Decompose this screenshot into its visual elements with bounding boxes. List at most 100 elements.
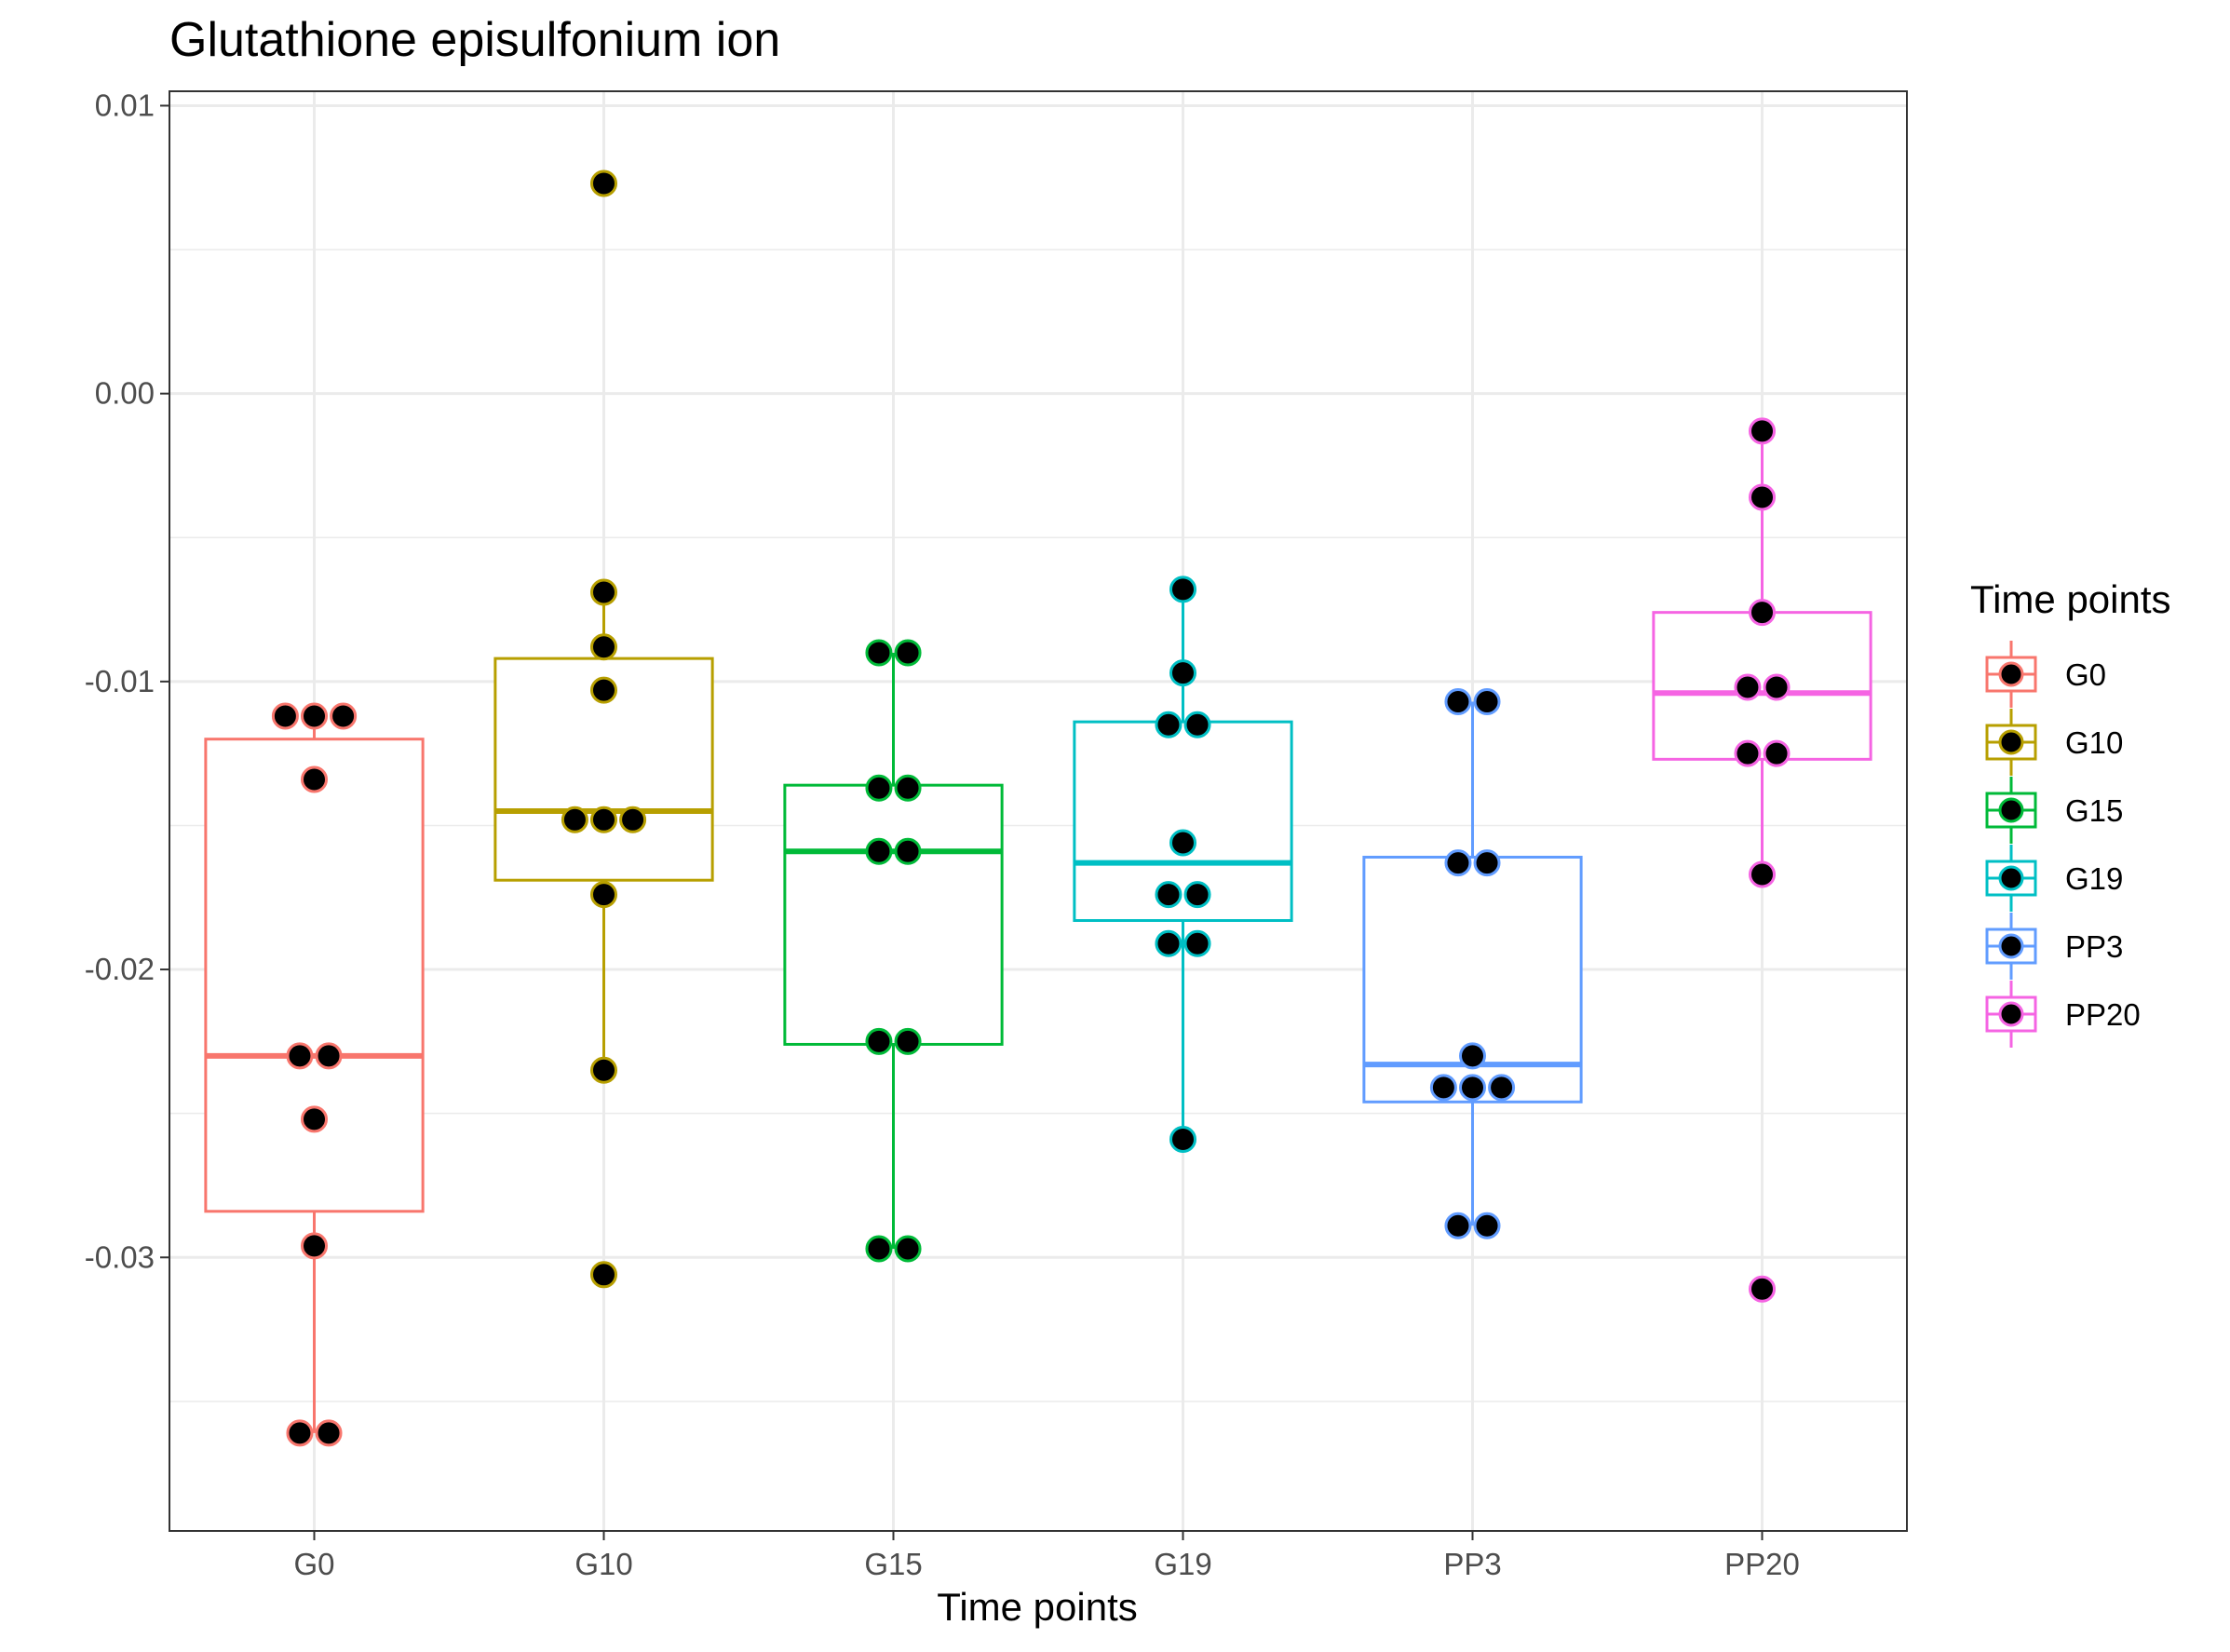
iqr-box xyxy=(1652,611,1872,761)
data-point xyxy=(1183,929,1211,957)
data-point xyxy=(1155,711,1183,738)
x-tick-label: PP3 xyxy=(1443,1547,1501,1581)
data-point xyxy=(865,1235,893,1263)
data-point xyxy=(286,1042,314,1070)
legend-label: PP20 xyxy=(2065,997,2141,1032)
data-point xyxy=(301,1105,328,1133)
legend-item-g19: G19 xyxy=(1985,845,2123,912)
legend-key-point xyxy=(1998,1001,2024,1027)
data-point xyxy=(590,676,617,704)
grid xyxy=(169,91,1907,1531)
data-point xyxy=(894,1027,922,1055)
data-point xyxy=(301,702,328,730)
data-point xyxy=(561,806,588,833)
data-point xyxy=(1459,1074,1486,1102)
data-point xyxy=(1444,849,1472,877)
data-point xyxy=(1749,417,1776,445)
y-tick-label: 0.01 xyxy=(95,88,155,122)
data-point xyxy=(590,1261,617,1289)
data-point xyxy=(1473,688,1501,716)
iqr-box xyxy=(204,738,425,1213)
data-point xyxy=(301,1232,328,1260)
data-point xyxy=(1459,1042,1486,1070)
x-tick-label: G10 xyxy=(574,1547,632,1581)
chart-title: Glutathione episulfonium ion xyxy=(169,13,780,67)
data-point xyxy=(865,639,893,667)
data-point xyxy=(590,578,617,606)
legend-label: G0 xyxy=(2065,657,2106,692)
data-point xyxy=(1734,673,1762,701)
data-point xyxy=(865,1027,893,1055)
data-point xyxy=(315,1419,343,1447)
data-point xyxy=(1749,483,1776,511)
data-point xyxy=(590,633,617,661)
data-point xyxy=(894,837,922,865)
boxes xyxy=(204,430,1872,1433)
data-point xyxy=(590,881,617,909)
data-point xyxy=(1763,673,1791,701)
x-tick-label: PP20 xyxy=(1724,1547,1800,1581)
data-point xyxy=(1444,688,1472,716)
legend-key-point xyxy=(1998,865,2024,891)
data-point xyxy=(1169,829,1196,857)
legend-label: G15 xyxy=(2065,793,2123,828)
legend-label: PP3 xyxy=(2065,929,2123,964)
axes: 0.01 0.00 -0.01 -0.02 -0.03 G0 G10 G15 G19 PP3 PP2… xyxy=(85,88,1800,1581)
legend: Time points G0 G10 G15 G19 PP3 PP20 xyxy=(1970,577,2171,1048)
data-point xyxy=(1749,1275,1776,1303)
legend-item-pp20: PP20 xyxy=(1985,981,2141,1048)
data-point xyxy=(590,169,617,197)
box-g19 xyxy=(1073,589,1293,1140)
y-tick-label: -0.01 xyxy=(85,664,155,698)
legend-item-g15: G15 xyxy=(1985,777,2123,844)
box-g15 xyxy=(783,652,1004,1249)
box-pp20 xyxy=(1652,430,1872,875)
panel-border xyxy=(169,90,1908,1532)
y-tick-label: -0.02 xyxy=(85,952,155,986)
data-point xyxy=(865,774,893,802)
legend-key-point xyxy=(1998,797,2024,823)
x-axis-title: Time points xyxy=(937,1585,1138,1629)
legend-label: G10 xyxy=(2065,725,2123,760)
iqr-box xyxy=(783,783,1004,1046)
x-tick-label: G0 xyxy=(293,1547,334,1581)
data-point xyxy=(1169,575,1196,603)
y-tick-label: 0.00 xyxy=(95,376,155,411)
legend-key-point xyxy=(1998,661,2024,687)
legend-item-pp3: PP3 xyxy=(1985,913,2123,980)
x-tick-label: G19 xyxy=(1154,1547,1211,1581)
data-point xyxy=(1749,860,1776,888)
legend-items: G0 G10 G15 G19 PP3 PP20 xyxy=(1985,641,2141,1048)
legend-item-g0: G0 xyxy=(1985,641,2106,708)
x-tick-label: G15 xyxy=(864,1547,922,1581)
points xyxy=(271,169,1791,1447)
data-point xyxy=(590,1056,617,1084)
data-point xyxy=(1169,659,1196,687)
data-point xyxy=(1444,1212,1472,1239)
y-tick-label: -0.03 xyxy=(85,1239,155,1274)
data-point xyxy=(619,806,647,833)
data-point xyxy=(301,765,328,793)
data-point xyxy=(894,1235,922,1263)
legend-label: G19 xyxy=(2065,861,2123,896)
data-point xyxy=(1169,1125,1196,1153)
panel-background xyxy=(169,91,1907,1531)
data-point xyxy=(1183,881,1211,909)
data-point xyxy=(1155,881,1183,909)
data-point xyxy=(286,1419,314,1447)
data-point xyxy=(271,702,299,730)
data-point xyxy=(894,774,922,802)
data-point xyxy=(1429,1074,1457,1102)
data-point xyxy=(1488,1074,1516,1102)
data-point xyxy=(894,639,922,667)
data-point xyxy=(590,806,617,833)
legend-title: Time points xyxy=(1970,577,2171,621)
data-point xyxy=(1183,711,1211,738)
data-point xyxy=(1734,739,1762,767)
data-point xyxy=(1155,929,1183,957)
data-point xyxy=(1473,1212,1501,1239)
data-point xyxy=(1749,599,1776,627)
data-point xyxy=(330,702,358,730)
